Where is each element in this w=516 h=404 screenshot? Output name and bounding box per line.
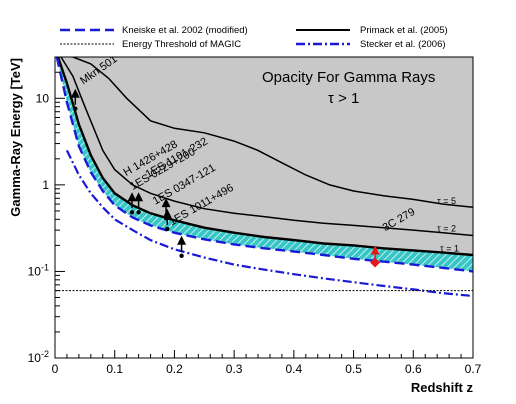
source-arrow — [70, 88, 80, 98]
y-tick-label: 10-1 — [28, 262, 49, 278]
legend-label-stecker: Stecker et al. (2006) — [360, 39, 446, 50]
uncertainty-band — [56, 57, 473, 272]
tau-label: τ = 1 — [440, 243, 459, 253]
plot-frame — [54, 56, 474, 359]
source-arrow — [370, 245, 380, 255]
source-point — [73, 106, 78, 111]
x-tick-label: 0.3 — [226, 362, 243, 376]
source-markers — [70, 88, 381, 268]
x-tick-label: 0.5 — [345, 362, 362, 376]
opaque-region — [58, 57, 473, 255]
legend-label-primack: Primack et al. (2005) — [360, 25, 448, 36]
x-tick-label: 0.6 — [405, 362, 422, 376]
series-primack_tau5 — [72, 57, 473, 209]
x-axis-label: Redshift z — [411, 380, 474, 395]
source-diamond — [370, 257, 381, 268]
x-tick-label: 0.4 — [286, 362, 303, 376]
x-tick-label: 0.7 — [465, 362, 482, 376]
source-arrow — [161, 198, 171, 208]
source-point — [179, 253, 184, 258]
source-arrow — [162, 208, 172, 218]
legend-label-magic: Energy Threshold of MAGIC — [122, 39, 241, 50]
tau-label: τ = 2 — [437, 223, 456, 233]
x-tick-label: 0.1 — [106, 362, 123, 376]
x-tick-label: 0.2 — [166, 362, 183, 376]
legend: Kneiske et al. 2002 (modified) Energy Th… — [60, 25, 448, 50]
y-tick-label: 10 — [36, 91, 50, 105]
y-tick-label: 10-2 — [28, 349, 49, 365]
chart-subtitle: τ > 1 — [328, 90, 359, 107]
source-arrow — [127, 192, 137, 202]
tau-label: τ = 5 — [437, 196, 456, 206]
x-tick-label: 0 — [52, 362, 59, 376]
series-kneiske_lower — [55, 57, 473, 273]
y-tick-label: 1 — [42, 178, 49, 192]
chart-title: Opacity For Gamma Rays — [262, 69, 435, 86]
source-point — [136, 210, 141, 215]
source-arrow — [134, 192, 144, 202]
y-axis-label: Gamma-Ray Energy [TeV] — [8, 58, 23, 217]
legend-label-kneiske: Kneiske et al. 2002 (modified) — [122, 25, 248, 36]
source-point — [129, 210, 135, 215]
series-primack_tau2 — [60, 57, 473, 237]
source-point — [165, 226, 170, 232]
series-primack_tau1 — [56, 57, 473, 257]
series-stecker — [65, 149, 473, 298]
source-arrow — [177, 235, 187, 245]
